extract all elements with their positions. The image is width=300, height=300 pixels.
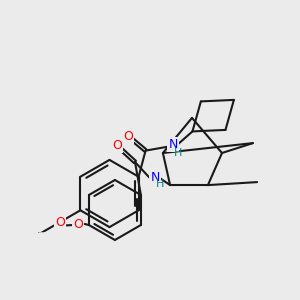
Text: methoxy: methoxy <box>43 226 49 227</box>
Text: H: H <box>174 148 182 158</box>
Text: N: N <box>168 138 178 151</box>
Text: methoxy3: methoxy3 <box>38 232 45 233</box>
Text: O: O <box>112 139 122 152</box>
Text: N: N <box>150 171 160 184</box>
Text: methoxy4: methoxy4 <box>40 232 47 233</box>
Text: O: O <box>55 215 65 229</box>
Text: H: H <box>156 179 165 189</box>
Text: O: O <box>123 130 133 143</box>
Text: O: O <box>73 218 83 232</box>
